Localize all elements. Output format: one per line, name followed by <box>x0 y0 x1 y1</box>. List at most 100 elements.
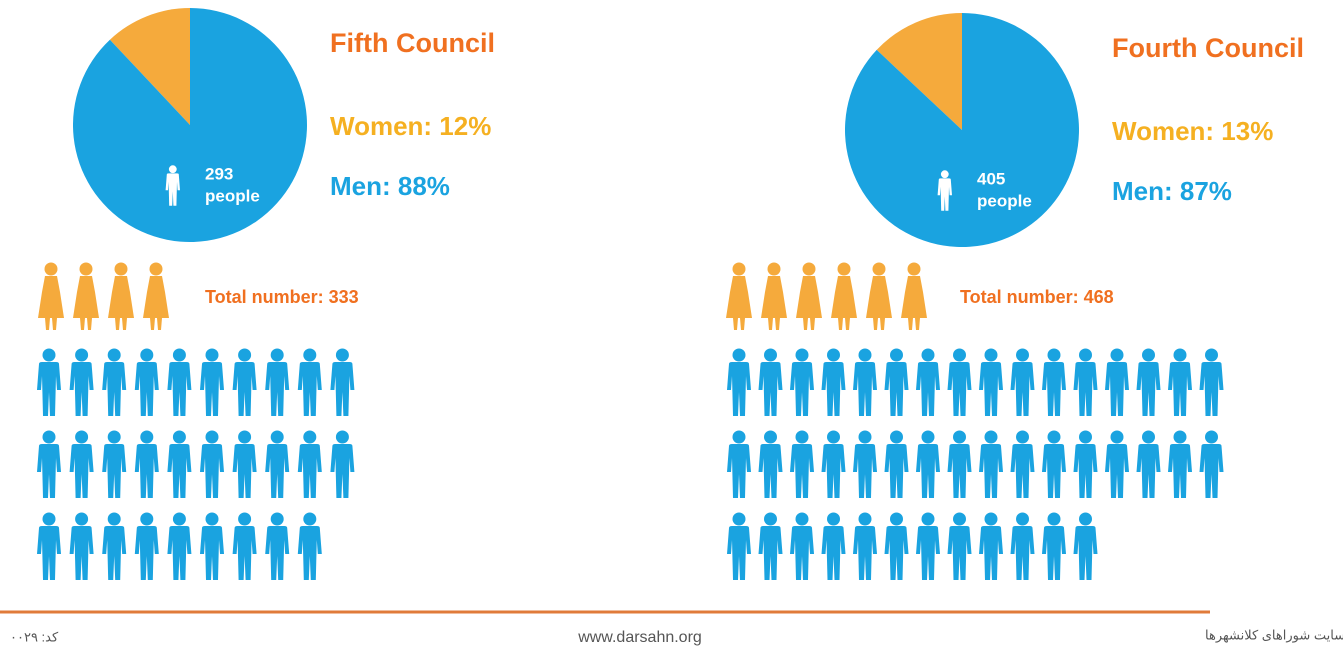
man-icon <box>37 512 61 580</box>
woman-icon <box>108 262 134 330</box>
man-icon <box>1199 348 1224 416</box>
man-icon <box>69 430 94 498</box>
man-icon <box>265 430 290 498</box>
code: کد: ۰۰۲۹ <box>10 629 59 644</box>
man-icon <box>37 348 61 416</box>
man-icon <box>727 430 751 498</box>
woman-icon <box>901 262 927 330</box>
woman-icon <box>73 262 99 330</box>
council-title: Fifth Council <box>330 28 495 58</box>
icons <box>37 262 1224 580</box>
man-icon <box>979 430 1003 498</box>
man-icon <box>297 512 322 580</box>
woman-icon <box>761 262 787 330</box>
man-icon <box>1168 348 1192 416</box>
website: www.darsahn.org <box>577 629 702 646</box>
man-icon <box>790 430 814 498</box>
man-icon <box>916 512 940 580</box>
man-icon <box>330 348 355 416</box>
man-icon <box>979 512 1003 580</box>
man-icon <box>947 430 972 498</box>
man-icon <box>758 348 783 416</box>
man-icon <box>853 512 877 580</box>
man-icon <box>1199 430 1224 498</box>
pie-slice <box>73 8 308 242</box>
man-icon <box>1136 348 1161 416</box>
man-icon <box>232 348 257 416</box>
man-icon <box>790 512 814 580</box>
man-icon <box>1168 430 1192 498</box>
man-icon <box>916 430 940 498</box>
woman-icon <box>726 262 752 330</box>
pie-slice <box>876 13 962 130</box>
man-icon <box>1010 512 1035 580</box>
woman-icon <box>38 262 64 330</box>
man-icon <box>1105 430 1129 498</box>
man-icon <box>265 348 290 416</box>
woman-icon <box>143 262 169 330</box>
man-icon <box>1042 512 1066 580</box>
man-icon <box>69 512 94 580</box>
man-icon <box>69 348 94 416</box>
man-icon <box>727 348 751 416</box>
man-icon <box>200 512 224 580</box>
man-icon <box>134 430 159 498</box>
man-icon <box>232 430 257 498</box>
women-label: Women: 13% <box>1112 116 1273 146</box>
man-icon <box>297 348 322 416</box>
man-icon <box>200 348 224 416</box>
man-icon <box>1042 348 1066 416</box>
man-icon <box>853 348 877 416</box>
man-icon <box>947 512 972 580</box>
man-icon <box>1073 430 1098 498</box>
man-icon <box>330 430 355 498</box>
man-icon <box>727 512 751 580</box>
man-icon <box>821 348 846 416</box>
man-icon <box>853 430 877 498</box>
man-icon <box>947 348 972 416</box>
men-count: 293 <box>205 164 233 183</box>
man-icon <box>1042 430 1066 498</box>
man-icon <box>167 512 192 580</box>
man-icon <box>790 348 814 416</box>
men-count: 405 <box>977 169 1005 188</box>
man-icon <box>102 430 127 498</box>
man-icon <box>1136 430 1161 498</box>
man-icon <box>1073 512 1098 580</box>
woman-icon <box>831 262 857 330</box>
men-count-unit: people <box>977 191 1032 210</box>
man-icon <box>200 430 224 498</box>
pie-slice <box>109 8 190 125</box>
men-count-unit: people <box>205 186 260 205</box>
total-label: Total number: 333 <box>205 287 359 307</box>
pie-slice <box>845 13 1080 247</box>
man-icon <box>265 512 290 580</box>
man-icon <box>134 512 159 580</box>
council-title: Fourth Council <box>1112 33 1304 63</box>
man-icon <box>884 348 909 416</box>
total-label: Total number: 468 <box>960 287 1114 307</box>
man-icon <box>1105 348 1129 416</box>
woman-icon <box>866 262 892 330</box>
man-icon <box>758 512 783 580</box>
man-icon <box>1010 430 1035 498</box>
man-icon <box>1073 348 1098 416</box>
source: منبع: گزارش فرمانداری های سراسر کشور و و… <box>1205 627 1343 643</box>
men-label: Men: 87% <box>1112 176 1232 206</box>
man-icon <box>297 430 322 498</box>
women-label: Women: 12% <box>330 111 491 141</box>
woman-icon <box>796 262 822 330</box>
men-label: Men: 88% <box>330 171 450 201</box>
man-icon <box>37 430 61 498</box>
man-icon <box>916 348 940 416</box>
man-icon <box>102 348 127 416</box>
man-icon <box>884 430 909 498</box>
man-icon <box>758 430 783 498</box>
man-icon <box>134 348 159 416</box>
man-icon <box>167 430 192 498</box>
man-icon <box>821 512 846 580</box>
man-icon <box>232 512 257 580</box>
man-icon <box>979 348 1003 416</box>
man-icon <box>884 512 909 580</box>
